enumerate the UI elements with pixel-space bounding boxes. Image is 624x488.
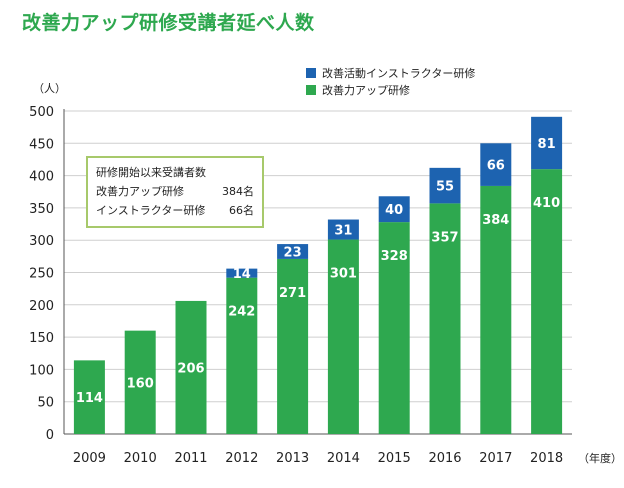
bar-instructor	[327, 219, 359, 240]
data-label: 410	[533, 196, 560, 211]
data-label: 66	[487, 159, 505, 174]
y-tick-label: 50	[37, 396, 54, 411]
bar-kaizen	[277, 258, 309, 434]
x-tick-label: 2010	[124, 451, 157, 466]
summary-label-instructor: インストラクター研修	[96, 204, 206, 217]
legend-label-kaizen: 改善力アップ研修	[322, 83, 410, 97]
x-tick-label: 2009	[73, 451, 106, 466]
bar-kaizen	[480, 185, 512, 434]
bar-kaizen	[73, 360, 105, 434]
data-label: 40	[385, 203, 403, 218]
x-tick-label: 2013	[276, 451, 309, 466]
legend-swatch-instructor	[306, 67, 316, 78]
summary-value-instructor: 66名	[229, 204, 254, 217]
data-label: 271	[279, 286, 306, 301]
legend-item-instructor: 改善活動インストラクター研修	[306, 64, 475, 81]
summary-value-kaizen: 384名	[222, 185, 254, 198]
summary-label-kaizen: 改善力アップ研修	[96, 185, 184, 198]
y-tick-label: 250	[29, 267, 54, 282]
x-tick-label: 2016	[428, 451, 461, 466]
y-tick-label: 0	[46, 428, 54, 443]
bar-kaizen	[124, 330, 156, 434]
legend-item-kaizen: 改善力アップ研修	[306, 81, 475, 98]
y-tick-label: 150	[29, 331, 54, 346]
data-label: 328	[381, 249, 408, 264]
data-label: 242	[228, 305, 255, 320]
x-tick-label: 2014	[327, 451, 360, 466]
bar-kaizen	[175, 300, 207, 434]
summary-row-kaizen: 改善力アップ研修 384名	[96, 182, 254, 201]
summary-box: 研修開始以来受講者数 改善力アップ研修 384名 インストラクター研修 66名	[86, 156, 264, 228]
data-label: 301	[330, 267, 357, 282]
data-label: 384	[482, 213, 509, 228]
bar-instructor	[378, 196, 410, 223]
bar-instructor	[277, 244, 309, 259]
data-label: 206	[177, 361, 204, 376]
bar-kaizen	[226, 277, 258, 434]
data-label: 81	[538, 137, 556, 152]
x-tick-label: 2012	[225, 451, 258, 466]
chart-title: 改善力アップ研修受講者延べ人数	[22, 12, 315, 34]
data-label: 31	[334, 224, 352, 239]
y-tick-label: 350	[29, 202, 54, 217]
bar-kaizen	[531, 169, 563, 434]
bar-instructor	[429, 167, 461, 204]
x-axis-label: （年度）	[578, 451, 622, 465]
data-label: 23	[284, 246, 302, 261]
data-label: 160	[127, 376, 154, 391]
bar-kaizen	[327, 239, 359, 434]
y-tick-label: 100	[29, 363, 54, 378]
legend-label-instructor: 改善活動インストラクター研修	[322, 66, 476, 80]
y-tick-label: 200	[29, 299, 54, 314]
bar-instructor	[531, 116, 563, 170]
bar-instructor	[226, 268, 258, 278]
x-tick-label: 2017	[479, 451, 512, 466]
x-tick-label: 2011	[174, 451, 207, 466]
summary-heading: 研修開始以来受講者数	[96, 166, 206, 179]
data-label: 114	[76, 391, 103, 406]
bar-kaizen	[378, 222, 410, 434]
legend: 改善活動インストラクター研修 改善力アップ研修	[306, 64, 475, 98]
x-tick-label: 2018	[530, 451, 563, 466]
y-tick-label: 450	[29, 137, 54, 152]
bar-instructor	[480, 143, 512, 186]
data-label: 14	[233, 267, 251, 282]
summary-row-instructor: インストラクター研修 66名	[96, 201, 254, 220]
data-label: 357	[431, 230, 458, 245]
data-label: 55	[436, 180, 454, 195]
x-tick-label: 2015	[378, 451, 411, 466]
bar-kaizen	[429, 203, 461, 434]
legend-swatch-kaizen	[306, 84, 316, 95]
y-tick-label: 500	[29, 105, 54, 120]
y-tick-label: 400	[29, 170, 54, 185]
y-tick-label: 300	[29, 234, 54, 249]
y-axis-label: （人）	[33, 82, 66, 95]
